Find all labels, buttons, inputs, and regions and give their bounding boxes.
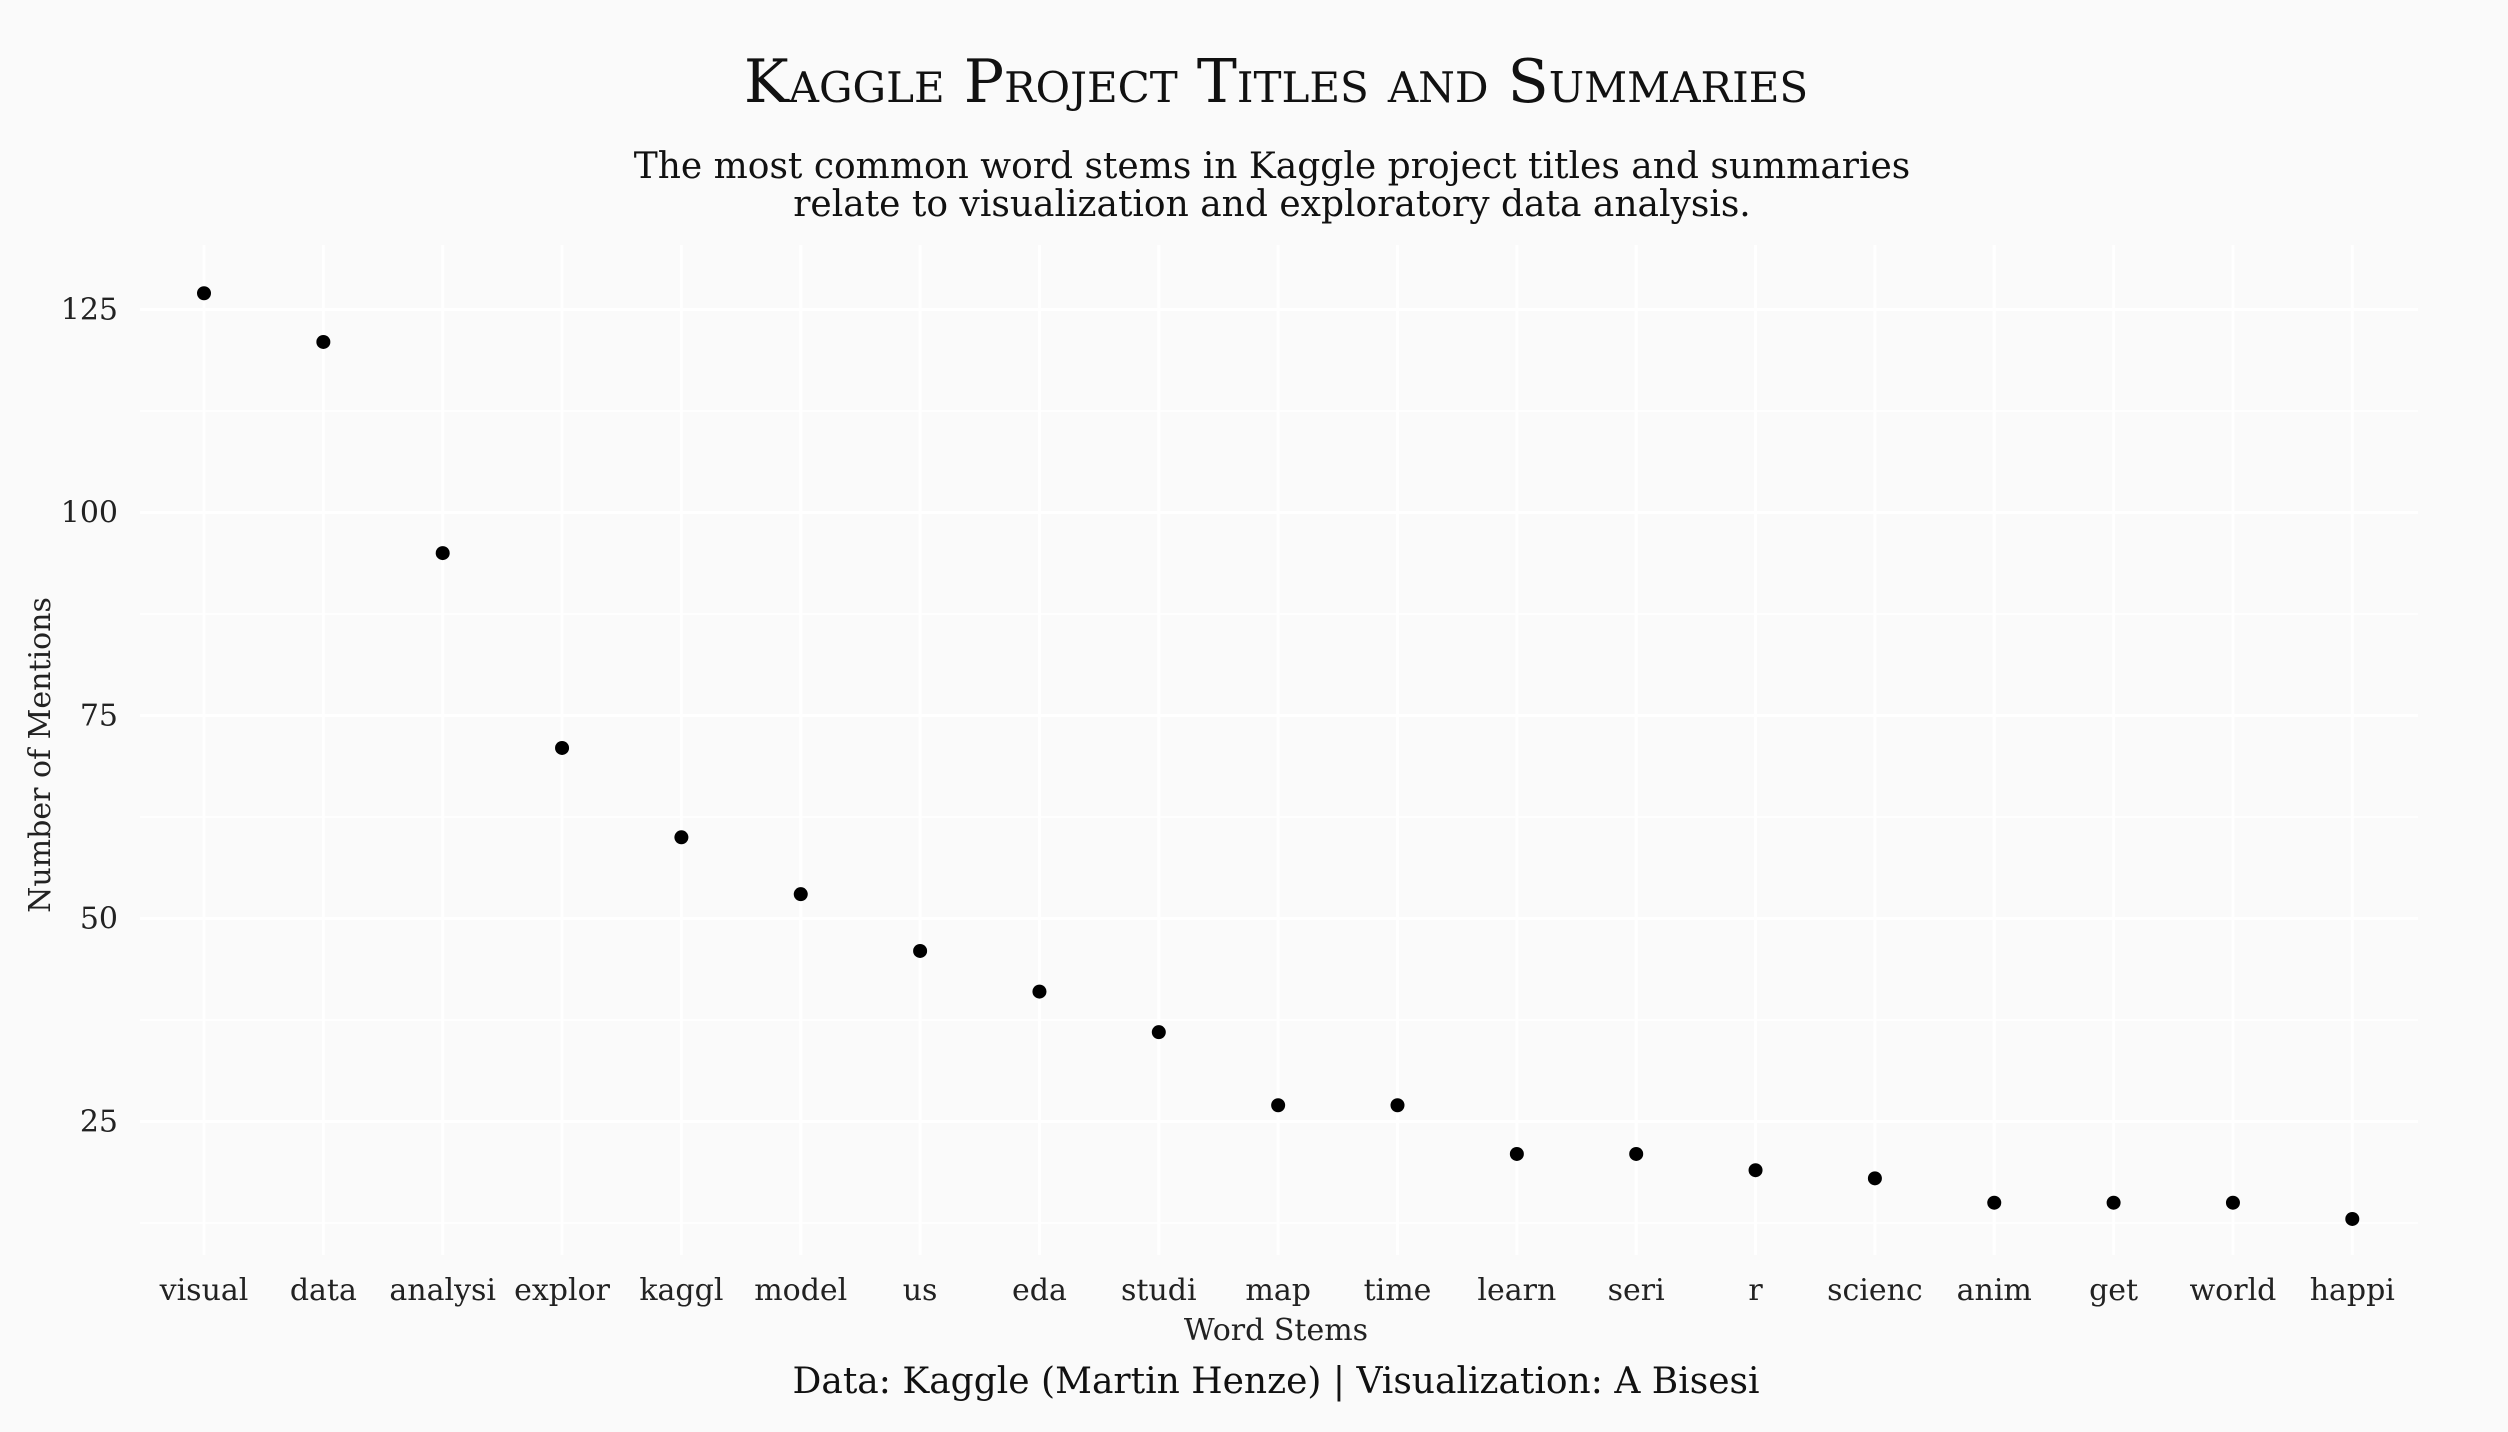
y-tick-label: 125: [61, 293, 118, 328]
data-point: [1748, 1163, 1763, 1178]
x-tick-label: r: [1748, 1273, 1763, 1308]
x-tick-label: get: [2089, 1273, 2138, 1308]
chart-subtitle-line-2: relate to visualization and exploratory …: [793, 184, 1751, 225]
data-point: [1390, 1098, 1405, 1113]
data-point: [2225, 1195, 2240, 1210]
x-tick-label: eda: [1012, 1273, 1067, 1308]
data-point: [435, 546, 450, 561]
x-tick-label: data: [290, 1273, 357, 1308]
data-point: [2345, 1211, 2360, 1226]
data-points: [197, 286, 2360, 1226]
x-tick-label: kaggl: [639, 1273, 723, 1308]
y-tick-label: 25: [80, 1105, 118, 1140]
x-tick-label: map: [1245, 1273, 1311, 1308]
data-point: [913, 943, 928, 958]
y-axis-ticks: 25 50 75 100 125: [61, 293, 118, 1140]
x-tick-label: model: [754, 1273, 847, 1308]
data-point: [1509, 1146, 1524, 1161]
x-axis-ticks: visual data analysi explor kaggl model us eda st…: [159, 1273, 2395, 1308]
x-tick-label: time: [1364, 1273, 1432, 1308]
data-point: [197, 286, 211, 301]
data-point: [1629, 1146, 1644, 1161]
x-axis-title: Word Stems: [1184, 1313, 1368, 1348]
data-point: [1987, 1195, 2002, 1210]
x-tick-label: explor: [514, 1273, 611, 1308]
chart-caption: Data: Kaggle (Martin Henze) | Visualizat…: [793, 1361, 1760, 1402]
x-tick-label: analysi: [389, 1273, 496, 1308]
y-tick-label: 75: [80, 699, 118, 734]
data-point: [1151, 1025, 1166, 1040]
chart-title: Kaggle Project Titles and Summaries: [744, 47, 1808, 117]
x-tick-label: anim: [1957, 1273, 2032, 1308]
data-point: [674, 830, 689, 845]
data-point: [1032, 984, 1047, 999]
x-tick-label: seri: [1608, 1273, 1665, 1308]
x-tick-label: happi: [2310, 1273, 2395, 1308]
data-point: [2106, 1195, 2121, 1210]
chart-subtitle-line-1: The most common word stems in Kaggle pro…: [634, 146, 1911, 187]
y-axis-title: Number of Mentions: [23, 597, 58, 913]
data-point: [555, 740, 570, 755]
data-point: [1867, 1171, 1882, 1186]
x-tick-label: scienc: [1827, 1273, 1923, 1308]
x-tick-label: us: [903, 1273, 938, 1308]
x-tick-label: studi: [1121, 1273, 1197, 1308]
x-tick-label: learn: [1477, 1273, 1556, 1308]
x-tick-label: visual: [159, 1273, 249, 1308]
y-tick-label: 50: [80, 902, 118, 937]
x-tick-label: world: [2190, 1273, 2277, 1308]
data-point: [1271, 1098, 1286, 1113]
y-tick-label: 100: [61, 496, 118, 531]
data-point: [316, 334, 331, 349]
grid-lines: [140, 245, 2418, 1255]
data-point: [793, 887, 808, 902]
